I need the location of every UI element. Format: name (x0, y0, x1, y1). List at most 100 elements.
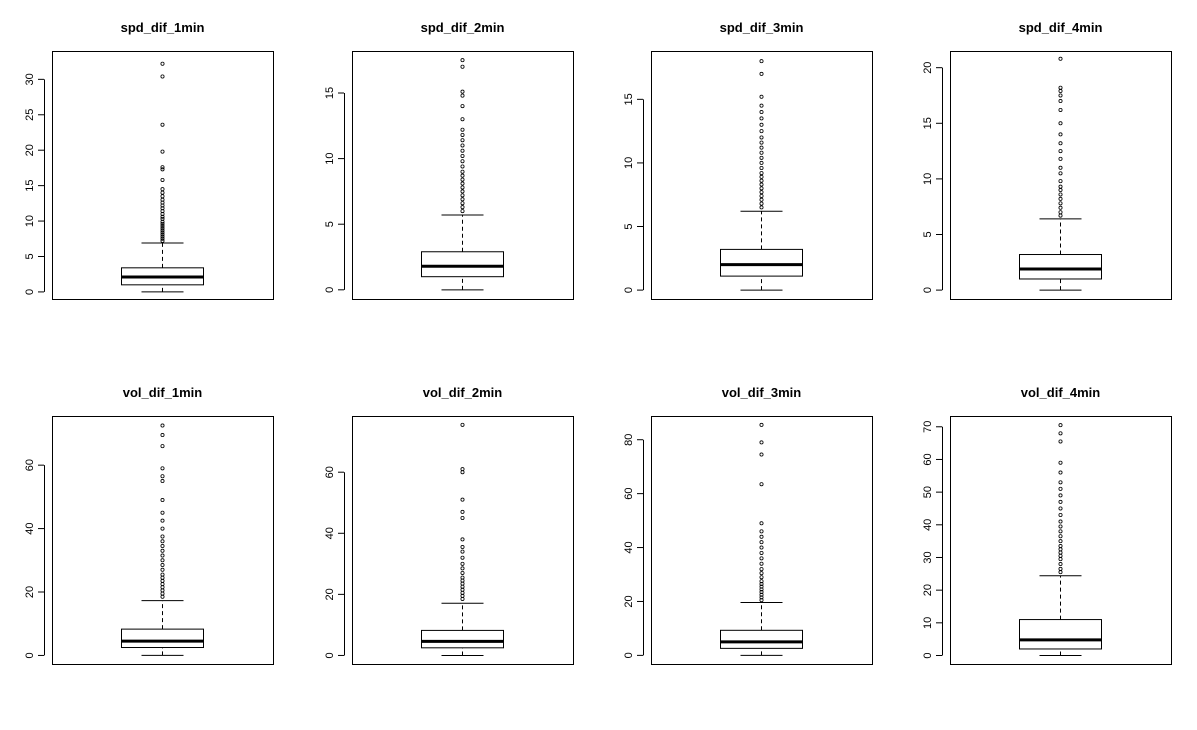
outlier-point (1058, 423, 1063, 428)
y-tick-label: 20 (24, 144, 36, 156)
outlier-point (1058, 184, 1063, 189)
outlier-point (160, 187, 165, 192)
outlier-point (460, 185, 465, 190)
outlier-point (759, 579, 764, 584)
y-tick-label: 15 (24, 180, 36, 192)
boxplot-panel-vol_dif_1min: vol_dif_1min 0 20 40 60 (24, 385, 274, 665)
outlier-point (160, 575, 165, 580)
outlier-point (759, 94, 764, 99)
y-tick-label: 20 (922, 62, 934, 74)
outlier-point (460, 159, 465, 164)
outlier-point (160, 216, 165, 221)
iqr-box (1019, 254, 1102, 280)
outlier-point (160, 433, 165, 438)
outlier-point (1058, 165, 1063, 170)
outlier-point (759, 587, 764, 592)
y-tick-label: 5 (623, 223, 635, 229)
outlier-point (460, 209, 465, 214)
y-tick-label: 20 (324, 588, 336, 600)
outlier-point (460, 132, 465, 137)
outlier-point (1058, 201, 1063, 206)
outlier-point (759, 174, 764, 179)
outlier-point (1058, 107, 1063, 112)
chart-title: spd_dif_2min (421, 20, 505, 35)
outlier-point (759, 116, 764, 121)
plot-frame (352, 51, 574, 300)
outlier-point (1058, 460, 1063, 465)
outlier-point (460, 545, 465, 550)
outlier-point (759, 521, 764, 526)
outlier-point (160, 122, 165, 127)
outlier-point (759, 534, 764, 539)
outlier-point (160, 588, 165, 593)
outlier-point (1058, 93, 1063, 98)
outlier-point (460, 64, 465, 69)
outlier-point (759, 197, 764, 202)
outlier-point (460, 497, 465, 502)
outlier-point (160, 236, 165, 241)
y-tick-label: 40 (922, 519, 934, 531)
outlier-point (460, 127, 465, 132)
y-tick-label: 10 (324, 152, 336, 164)
boxplot-panel-vol_dif_3min: vol_dif_3min 0 20 40 60 80 (623, 385, 873, 665)
outlier-point (460, 104, 465, 109)
outlier-point (1058, 99, 1063, 104)
outlier-point (160, 479, 165, 484)
outlier-point (759, 103, 764, 108)
outlier-point (160, 534, 165, 539)
chart-title: vol_dif_1min (123, 385, 203, 400)
outlier-point (1058, 550, 1063, 555)
chart-title: spd_dif_4min (1019, 20, 1103, 35)
outlier-point (160, 224, 165, 229)
outlier-point (160, 578, 165, 583)
outlier-point (460, 566, 465, 571)
y-tick-label: 60 (623, 488, 635, 500)
iqr-box (1019, 619, 1102, 650)
boxplot-panel-vol_dif_4min: vol_dif_4min 0 10 20 30 40 50 60 70 (922, 385, 1172, 665)
outlier-point (160, 567, 165, 572)
outlier-point (460, 58, 465, 63)
outlier-point (1058, 132, 1063, 137)
outlier-point (460, 169, 465, 174)
outlier-point (460, 575, 465, 580)
outlier-point (160, 498, 165, 503)
boxplot-panel-vol_dif_2min: vol_dif_2min 0 20 40 60 (324, 385, 574, 665)
outlier-point (460, 467, 465, 472)
outlier-point (1058, 171, 1063, 176)
outlier-point (1058, 156, 1063, 161)
y-tick-label: 0 (623, 287, 635, 293)
outlier-point (1058, 431, 1063, 436)
outlier-point (160, 526, 165, 531)
outlier-point (759, 122, 764, 127)
outlier-point (759, 201, 764, 206)
outlier-point (759, 135, 764, 140)
chart-title: vol_dif_4min (1021, 385, 1101, 400)
outlier-point (759, 556, 764, 561)
outlier-point (460, 422, 465, 427)
y-tick-label: 25 (24, 109, 36, 121)
outlier-point (759, 171, 764, 176)
outlier-point (1058, 192, 1063, 197)
outlier-point (1058, 213, 1063, 218)
outlier-point (1058, 557, 1063, 562)
outlier-point (759, 545, 764, 550)
outlier-point (759, 129, 764, 134)
outlier-point (1058, 470, 1063, 475)
outlier-point (1058, 539, 1063, 544)
outlier-point (160, 585, 165, 590)
outlier-point (160, 594, 165, 599)
outlier-point (160, 74, 165, 79)
chart-title: vol_dif_3min (722, 385, 802, 400)
outlier-point (160, 553, 165, 558)
outlier-point (460, 89, 465, 94)
outlier-point (160, 228, 165, 233)
outlier-point (759, 110, 764, 115)
y-tick-label: 0 (922, 287, 934, 293)
outlier-point (460, 201, 465, 206)
outlier-point (1058, 562, 1063, 567)
outlier-point (160, 234, 165, 239)
outlier-point (759, 140, 764, 145)
outlier-point (160, 238, 165, 243)
outlier-point (460, 143, 465, 148)
outlier-point (160, 444, 165, 449)
